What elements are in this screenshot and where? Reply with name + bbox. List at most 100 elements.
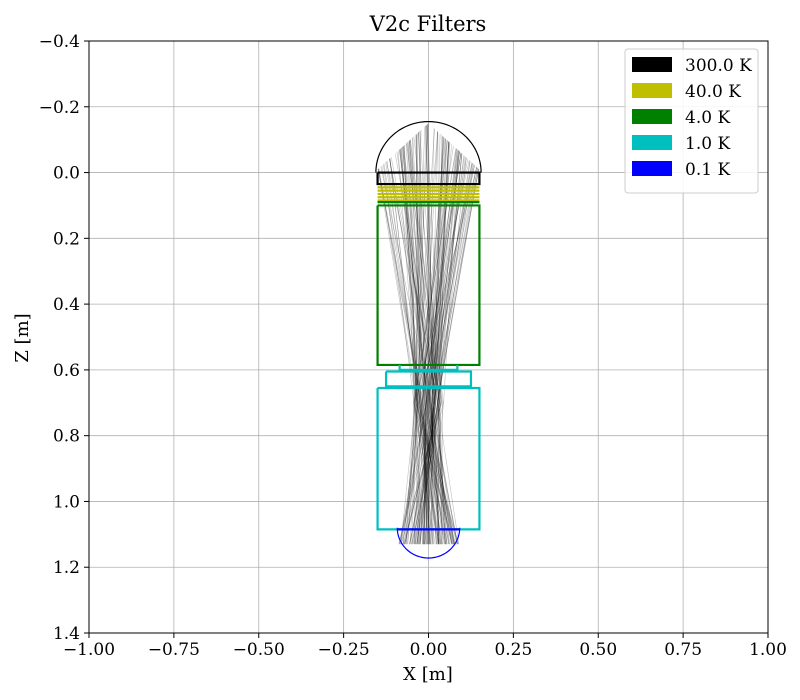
ray-100 (426, 166, 477, 545)
ray-26 (421, 138, 446, 545)
ray-115 (436, 167, 478, 545)
series-3-line-1 (384, 370, 473, 388)
ray-10 (407, 152, 462, 545)
ray-0 (422, 137, 445, 545)
ray-13 (400, 148, 452, 545)
ray-59 (402, 146, 458, 545)
ray-30 (414, 151, 460, 545)
y-tick-label-8: 1.2 (53, 558, 80, 578)
x-tick-label-6: 0.50 (579, 640, 617, 660)
ray-93 (389, 158, 439, 545)
legend-swatch-0 (632, 57, 672, 72)
ray-85 (409, 141, 449, 545)
ray-18 (416, 134, 426, 545)
x-tick-label-2: −0.50 (233, 640, 285, 660)
ray-33 (430, 156, 466, 545)
ray-120 (430, 131, 439, 545)
legend-label-0: 300.0 K (685, 56, 752, 76)
ray-19 (399, 164, 475, 545)
arc-1 (396, 527, 461, 559)
y-tick-label-1: −0.2 (39, 98, 80, 118)
ray-128 (399, 149, 429, 545)
ray-129 (413, 148, 457, 545)
ray-138 (425, 125, 434, 545)
ray-21 (377, 168, 423, 545)
ray-86 (438, 153, 463, 545)
ray-111 (413, 126, 440, 545)
ray-17 (413, 132, 435, 545)
ray-121 (385, 162, 422, 545)
ray-136 (407, 141, 421, 545)
ray-47 (415, 134, 422, 545)
legend-swatch-2 (632, 109, 672, 124)
ray-61 (421, 152, 462, 545)
ray-66 (432, 141, 450, 545)
ray-73 (415, 134, 454, 545)
series-0-line-0 (376, 171, 481, 186)
legend-swatch-1 (632, 83, 672, 98)
ray-20 (402, 146, 439, 545)
ray-62 (428, 144, 452, 545)
x-axis-label: X [m] (403, 664, 453, 685)
ray-11 (409, 140, 430, 545)
filter-outlines (375, 120, 482, 559)
ray-50 (422, 150, 460, 545)
y-tick-label-5: 0.6 (53, 361, 80, 381)
ray-80 (406, 142, 443, 545)
ray-29 (422, 136, 444, 545)
ray-69 (422, 163, 473, 545)
ray-102 (415, 141, 450, 545)
ray-127 (437, 141, 449, 545)
y-tick-label-9: 1.4 (53, 624, 80, 644)
ray-24 (398, 133, 441, 545)
ray-135 (423, 149, 458, 545)
x-tick-label-3: −0.25 (318, 640, 370, 660)
ray-79 (413, 145, 454, 545)
ray-42 (433, 136, 444, 545)
ray-64 (405, 148, 457, 545)
ray-125 (422, 142, 450, 545)
ray-137 (425, 136, 444, 545)
ray-90 (409, 134, 442, 545)
ray-57 (409, 140, 453, 545)
ray-84 (410, 139, 446, 545)
ray-40 (416, 131, 440, 545)
ray-103 (403, 145, 416, 545)
legend-swatch-4 (632, 161, 672, 176)
arc-0 (375, 120, 482, 173)
ray-23 (426, 125, 451, 545)
ray-7 (420, 125, 436, 545)
legend-label-4: 0.1 K (685, 160, 730, 180)
x-tick-label-7: 0.75 (664, 640, 702, 660)
ray-118 (419, 131, 440, 545)
ray-97 (437, 168, 479, 545)
ray-76 (416, 138, 447, 545)
legend: 300.0 K 40.0 K 4.0 K 1.0 K 0.1 K (624, 48, 759, 194)
ray-63 (405, 140, 448, 545)
ray-25 (426, 128, 435, 545)
ray-117 (383, 164, 450, 545)
legend-label-1: 40.0 K (685, 82, 741, 102)
y-tick-label-6: 0.8 (53, 427, 80, 447)
x-tick-label-8: 1.00 (749, 640, 787, 660)
ray-109 (390, 157, 438, 545)
ray-52 (412, 137, 436, 545)
legend-label-2: 4.0 K (685, 108, 730, 128)
ray-49 (428, 141, 450, 545)
ray-124 (400, 124, 442, 545)
legend-swatch-3 (632, 135, 672, 150)
ray-4 (418, 150, 459, 545)
ray-105 (377, 169, 459, 545)
ray-106 (430, 151, 460, 545)
ray-32 (396, 151, 440, 545)
legend-label-3: 1.0 K (685, 134, 730, 154)
x-tick-label-5: 0.25 (494, 640, 532, 660)
ray-89 (414, 123, 429, 545)
ray-122 (386, 160, 420, 545)
y-tick-label-4: 0.4 (53, 295, 80, 315)
ray-126 (378, 168, 418, 545)
ray-116 (415, 134, 443, 545)
grid (88, 40, 769, 634)
y-tick-label-3: 0.2 (53, 229, 80, 249)
ray-78 (415, 128, 454, 545)
